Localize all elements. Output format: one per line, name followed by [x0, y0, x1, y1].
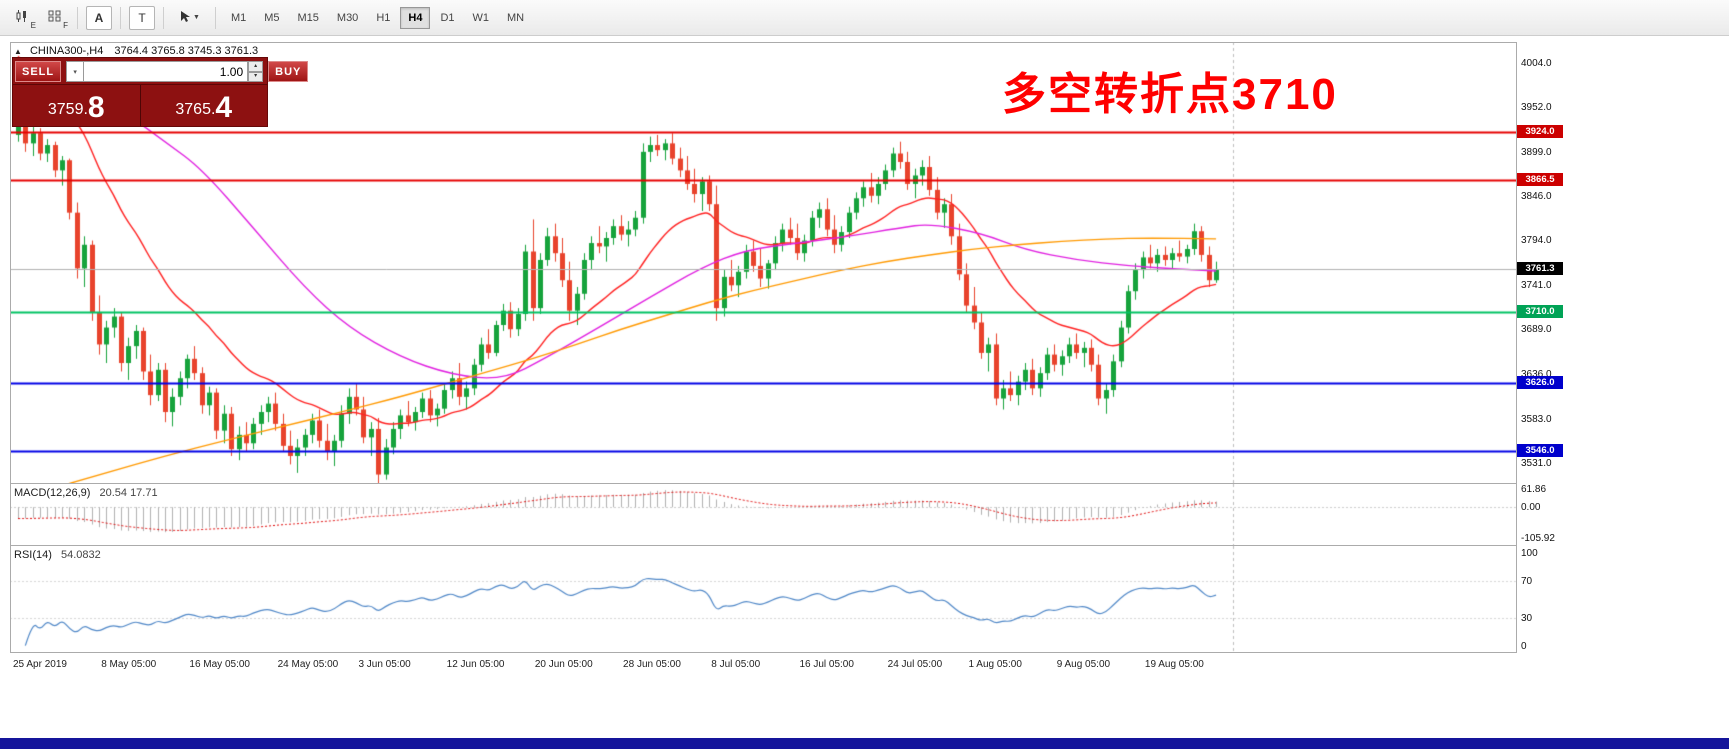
timeframe-mn-button[interactable]: MN	[499, 7, 532, 29]
one-click-top-row: SELL ▾ ▴ ▾ BUY	[13, 58, 309, 84]
toolbar-separator	[163, 6, 164, 29]
price-axis-label: 3794.0	[1521, 235, 1552, 247]
x-axis-date-label: 16 May 05:00	[189, 659, 250, 670]
x-axis-date-label: 8 May 05:00	[101, 659, 157, 670]
buy-price-main: 3765.	[175, 101, 216, 118]
price-axis-label: 3846.0	[1521, 191, 1552, 203]
x-axis-date-label: 16 Jul 05:00	[799, 659, 854, 670]
chart-annotation-text: 多空转折点3710	[1002, 70, 1338, 119]
price-axis-label: 3952.0	[1521, 101, 1552, 113]
timeframe-m5-button[interactable]: M5	[256, 7, 287, 29]
tile-windows-icon-sub: F	[63, 20, 68, 30]
font-tool-button[interactable]: A	[86, 5, 112, 30]
new-chart-icon-sub: E	[30, 20, 36, 30]
price-line-badge: 3626.0	[1517, 376, 1563, 390]
grid-icon	[48, 10, 62, 26]
x-axis-date-label: 25 Apr 2019	[13, 659, 67, 670]
macd-name: MACD(12,26,9)	[14, 487, 91, 499]
timeframe-m30-button[interactable]: M30	[329, 7, 366, 29]
price-line-badge: 3866.5	[1517, 173, 1563, 187]
volume-stepper: ▴ ▾	[248, 61, 264, 82]
rsi-panel-label: RSI(14) 54.0832	[14, 549, 101, 561]
bottom-window-edge	[0, 738, 1729, 749]
toolbar-separator	[120, 6, 121, 29]
timeframe-button-group: M1 M5 M15 M30 H1 H4 D1 W1 MN	[222, 6, 533, 29]
volume-dropdown-icon[interactable]: ▾	[66, 61, 85, 82]
current-price-badge: 3761.3	[1517, 262, 1563, 275]
price-axis-label: 3583.0	[1521, 413, 1552, 425]
macd-axis-label: 61.86	[1521, 484, 1547, 496]
price-line-badge: 3924.0	[1517, 124, 1563, 138]
x-axis-date-label: 8 Jul 05:00	[711, 659, 761, 670]
chevron-down-icon: ▼	[193, 14, 200, 21]
chart-ohlc-header: ▲ CHINA300-,H4 3764.4 3765.8 3745.3 3761…	[14, 45, 258, 57]
x-axis-date-label: 24 May 05:00	[277, 659, 339, 670]
timeframe-d1-button[interactable]: D1	[432, 7, 462, 29]
x-axis-date-label: 9 Aug 05:00	[1056, 659, 1111, 670]
sell-price-display[interactable]: 3759. 8	[13, 85, 141, 126]
x-axis-date-label: 28 Jun 05:00	[623, 659, 681, 670]
tile-windows-icon-button[interactable]: F	[41, 6, 69, 30]
sell-price-big-digit: 8	[87, 91, 105, 124]
x-axis-date-label: 24 Jul 05:00	[887, 659, 943, 670]
macd-axis-label: 0.00	[1521, 502, 1541, 514]
cursor-arrow-icon	[179, 10, 191, 26]
one-click-collapse-icon[interactable]: ▲	[14, 47, 22, 56]
volume-up-button[interactable]: ▴	[248, 61, 264, 72]
rsi-value: 54.0832	[60, 549, 101, 561]
price-axis-label: 3689.0	[1521, 324, 1552, 336]
toolbar-separator	[214, 6, 216, 29]
symbol-period-label: CHINA300-,H4	[29, 45, 104, 57]
macd-values: 20.54 17.71	[99, 487, 158, 499]
rsi-axis-label: 100	[1521, 548, 1538, 560]
macd-axis-label: -105.92	[1521, 533, 1555, 544]
volume-input[interactable]	[84, 61, 249, 82]
toolbar-separator	[77, 6, 78, 29]
x-axis-date-label: 12 Jun 05:00	[446, 659, 505, 670]
rsi-indicator-canvas[interactable]	[10, 546, 1517, 653]
rsi-axis-label: 30	[1521, 612, 1533, 624]
new-chart-icon-button[interactable]: E	[8, 6, 37, 30]
x-axis-date-label: 20 Jun 05:00	[534, 659, 593, 670]
buy-price-big-digit: 4	[215, 91, 233, 124]
price-axis-label: 4004.0	[1521, 57, 1552, 69]
sell-price-main: 3759.	[47, 101, 88, 118]
price-line-badge: 3710.0	[1517, 305, 1563, 319]
rsi-name: RSI(14)	[14, 549, 52, 561]
buy-price-display[interactable]: 3765. 4	[141, 85, 268, 126]
cursor-tool-button[interactable]: ▼	[172, 6, 207, 30]
one-click-trading-panel: SELL ▾ ▴ ▾ BUY 3759.8 3765.4	[12, 57, 309, 127]
timeframe-m1-button[interactable]: M1	[223, 7, 254, 29]
timeframe-h4-button[interactable]: H4	[400, 6, 431, 29]
rsi-axis-label: 70	[1521, 576, 1533, 588]
one-click-price-row: 3759. 8 3765. 4	[13, 84, 267, 126]
price-line-badge: 3546.0	[1517, 443, 1563, 457]
price-axis-label: 3531.0	[1521, 457, 1552, 469]
buy-button[interactable]: BUY	[268, 61, 309, 82]
macd-indicator-canvas[interactable]	[10, 484, 1517, 545]
text-tool-button[interactable]: T	[129, 5, 155, 30]
macd-panel-label: MACD(12,26,9) 20.54 17.71	[14, 487, 158, 499]
rsi-axis-label: 0	[1521, 640, 1527, 652]
timeframe-w1-button[interactable]: W1	[465, 7, 498, 29]
timeframe-h1-button[interactable]: H1	[368, 7, 398, 29]
price-axis-label: 3636.0	[1521, 368, 1552, 380]
timeframe-m15-button[interactable]: M15	[290, 7, 327, 29]
candlestick-chart-icon	[15, 9, 30, 26]
volume-down-button[interactable]: ▾	[248, 71, 264, 82]
top-toolbar: E F A T ▼ M1	[0, 0, 1729, 36]
ohlc-values: 3764.4 3765.8 3745.3 3761.3	[114, 45, 259, 57]
x-axis-date-label: 3 Jun 05:00	[358, 659, 411, 670]
sell-button[interactable]: SELL	[15, 61, 62, 82]
volume-control: ▾ ▴ ▾	[66, 61, 264, 82]
price-axis-label: 3899.0	[1521, 146, 1552, 158]
price-axis-label: 3741.0	[1521, 280, 1552, 292]
x-axis-date-label: 1 Aug 05:00	[968, 659, 1022, 670]
x-axis-date-label: 19 Aug 05:00	[1144, 659, 1204, 670]
